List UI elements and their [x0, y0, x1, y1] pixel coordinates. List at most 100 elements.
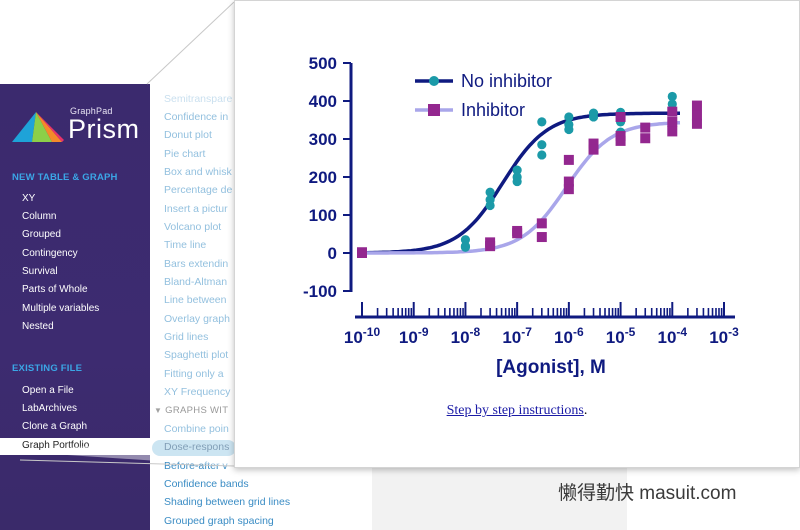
- data-point-no-inhibitor: [537, 140, 547, 150]
- gallery-item[interactable]: Overlay graph: [164, 313, 230, 325]
- y-tick-label: 300: [309, 130, 337, 149]
- disclosure-triangle-icon[interactable]: ▼: [154, 406, 162, 415]
- data-point-inhibitor: [536, 218, 547, 229]
- gallery-item[interactable]: Grouped graph spacing: [164, 515, 274, 527]
- gallery-item[interactable]: Before-after v: [164, 460, 228, 472]
- data-point-no-inhibitor: [460, 235, 471, 245]
- gallery-item[interactable]: Semitranspare: [164, 93, 232, 105]
- gallery-item[interactable]: Confidence in: [164, 111, 228, 123]
- x-tick-label: 10-10: [344, 325, 381, 347]
- brand-small: GraphPad: [70, 106, 113, 116]
- y-tick-label: 0: [328, 244, 337, 263]
- data-point-no-inhibitor: [588, 112, 599, 122]
- y-tick-label: 500: [309, 54, 337, 73]
- sidebar-item-labarchives[interactable]: LabArchives: [22, 403, 78, 414]
- x-tick-label: 10-5: [606, 325, 636, 347]
- brand-large: Prism: [68, 114, 140, 144]
- gallery-item[interactable]: Fitting only a: [164, 368, 224, 380]
- sidebar-item-xy[interactable]: XY: [22, 193, 36, 204]
- data-point-inhibitor: [563, 154, 574, 165]
- x-tick-label: 10-7: [502, 325, 532, 347]
- data-point-no-inhibitor: [485, 200, 495, 211]
- data-point-no-inhibitor: [537, 150, 547, 160]
- sidebar-item-nested[interactable]: Nested: [22, 321, 54, 332]
- data-point-inhibitor: [563, 176, 574, 187]
- data-point-inhibitor: [536, 232, 547, 243]
- legend-label: Inhibitor: [461, 100, 525, 120]
- data-point-inhibitor: [640, 122, 651, 133]
- x-axis-title: [Agonist], M: [496, 357, 606, 378]
- gallery-item[interactable]: Confidence bands: [164, 478, 249, 490]
- gallery-item-selected[interactable]: Dose-respons: [164, 441, 229, 453]
- gallery-section-graphs-with[interactable]: ▼ GRAPHS WIT: [154, 405, 228, 416]
- gallery-item[interactable]: XY Frequency: [164, 386, 230, 398]
- legend-marker: [428, 104, 440, 116]
- data-point-no-inhibitor: [564, 112, 574, 122]
- gallery-item[interactable]: Time line: [164, 239, 206, 251]
- sidebar-item-parts-of-whole[interactable]: Parts of Whole: [22, 284, 88, 295]
- data-point-inhibitor: [357, 248, 367, 258]
- zoomed-graph-panel: -100 0 100 200 300 400 500 10-10 10-9 10-8 10-7 10…: [234, 0, 800, 468]
- gallery-selected-highlight: [152, 440, 236, 456]
- sidebar-item-graph-portfolio[interactable]: Graph Portfolio: [22, 440, 90, 451]
- legend-label: No inhibitor: [461, 71, 552, 91]
- data-point-inhibitor: [615, 135, 626, 146]
- prism-logo-icon: [12, 112, 64, 142]
- y-tick-label: 400: [309, 92, 337, 111]
- data-point-no-inhibitor: [460, 242, 471, 252]
- gallery-item[interactable]: Bars extendin: [164, 258, 228, 270]
- dose-response-chart: -100 0 100 200 300 400 500 10-10 10-9 10-8 10-7 10…: [303, 54, 739, 378]
- sidebar-item-survival[interactable]: Survival: [22, 266, 58, 277]
- sidebar: GraphPad Prism NEW TABLE & GRAPH XY Colu…: [0, 84, 150, 530]
- data-point-no-inhibitor: [667, 99, 677, 109]
- data-point-inhibitor: [485, 241, 496, 252]
- gallery-item[interactable]: Spaghetti plot: [164, 349, 228, 361]
- gallery-item[interactable]: Line between: [164, 294, 226, 306]
- y-tick-label: -100: [303, 282, 337, 301]
- data-point-inhibitor: [667, 106, 678, 117]
- data-point-inhibitor: [588, 144, 599, 155]
- data-point-inhibitor: [691, 110, 702, 121]
- gallery-item[interactable]: Pie chart: [164, 148, 205, 160]
- data-point-inhibitor: [691, 100, 702, 111]
- data-point-inhibitor: [615, 111, 626, 122]
- data-point-inhibitor: [640, 133, 651, 144]
- data-point-no-inhibitor: [512, 176, 522, 187]
- x-tick-label: 10-9: [399, 325, 429, 347]
- data-point-no-inhibitor: [537, 117, 547, 127]
- gallery-item[interactable]: Grid lines: [164, 331, 208, 343]
- data-point-inhibitor: [563, 184, 574, 195]
- sidebar-item-multiple-variables[interactable]: Multiple variables: [22, 303, 100, 314]
- gallery-item[interactable]: Shading between grid lines: [164, 496, 291, 508]
- gallery-item[interactable]: Insert a pictur: [164, 203, 228, 215]
- data-point-no-inhibitor: [564, 124, 574, 135]
- gallery-item[interactable]: Bland-Altman: [164, 276, 227, 288]
- data-point-no-inhibitor: [512, 165, 522, 175]
- data-point-inhibitor: [667, 126, 678, 137]
- sidebar-item-contingency[interactable]: Contingency: [22, 248, 78, 259]
- gallery-item[interactable]: Percentage de: [164, 184, 232, 196]
- step-by-step-link[interactable]: Step by step instructions: [446, 403, 584, 418]
- sidebar-item-open-file[interactable]: Open a File: [22, 385, 74, 396]
- y-tick-label: 200: [309, 168, 337, 187]
- sidebar-item-grouped[interactable]: Grouped: [22, 229, 61, 240]
- gallery-item[interactable]: Combine poin: [164, 423, 229, 435]
- sidebar-item-clone-graph[interactable]: Clone a Graph: [22, 421, 88, 432]
- watermark: 懒得勤快 masuit.com: [558, 483, 737, 504]
- app-logo: GraphPad Prism: [12, 106, 142, 144]
- data-point-no-inhibitor: [485, 187, 495, 197]
- sidebar-item-column[interactable]: Column: [22, 211, 57, 222]
- gallery-item[interactable]: Donut plot: [164, 129, 212, 141]
- x-tick-label: 10-3: [709, 325, 739, 347]
- section-new-table: NEW TABLE & GRAPH: [12, 172, 118, 183]
- x-tick-label: 10-4: [657, 325, 687, 347]
- y-tick-label: 100: [309, 206, 337, 225]
- gallery-item[interactable]: Volcano plot: [164, 221, 221, 233]
- sidebar-selected-highlight: [0, 438, 150, 455]
- x-tick-label: 10-6: [554, 325, 584, 347]
- fit-curve-no-inhibitor: [362, 111, 680, 255]
- instructions-suffix: .: [583, 403, 588, 418]
- data-point-inhibitor: [691, 118, 702, 129]
- gallery-item[interactable]: Box and whisk: [164, 166, 232, 178]
